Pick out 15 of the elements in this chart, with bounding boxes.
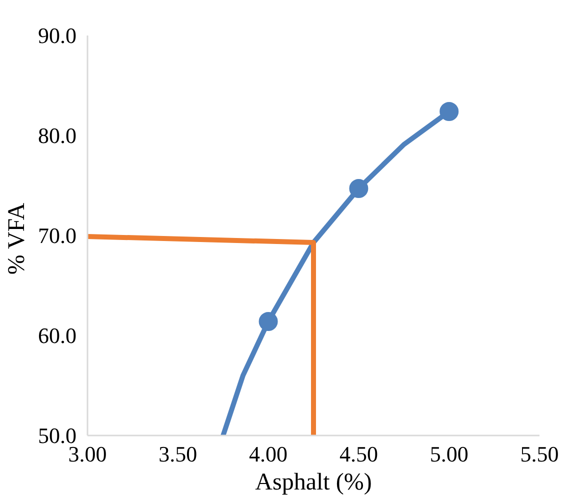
- y-axis-title: % VFA: [4, 202, 30, 275]
- x-tick-label: 5.50: [520, 442, 559, 466]
- x-tick-label: 4.50: [339, 442, 378, 466]
- x-tick-label: 4.00: [249, 442, 288, 466]
- y-tick-label: 70.0: [38, 223, 76, 248]
- y-tick-label: 60.0: [38, 323, 76, 348]
- y-tick-label: 90.0: [38, 23, 76, 48]
- point: [258, 312, 278, 331]
- x-tick-label: 5.00: [430, 442, 468, 466]
- x-tick-label: 3.50: [158, 442, 198, 466]
- y-tick-label: 80.0: [38, 123, 76, 148]
- point: [440, 102, 459, 121]
- x-axis-title: Asphalt (%): [255, 470, 372, 496]
- y-tick-label: 50.0: [38, 423, 76, 448]
- point: [349, 179, 368, 198]
